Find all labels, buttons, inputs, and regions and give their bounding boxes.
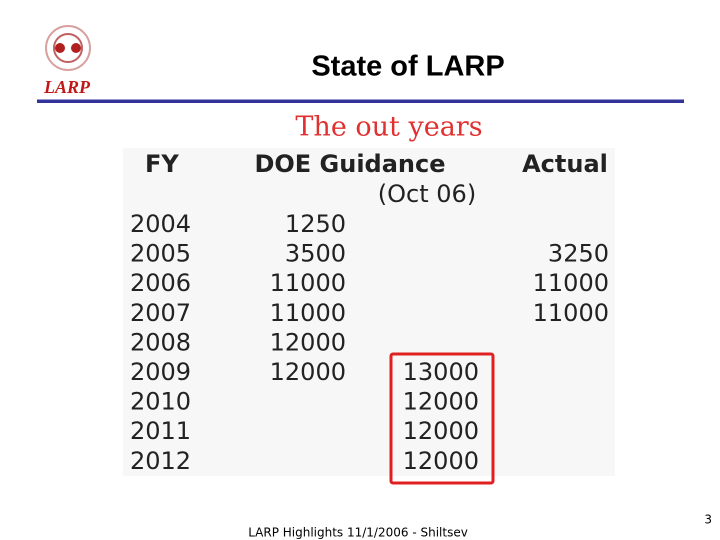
title-rule [37,99,684,103]
table-cell: 2006 [130,269,191,297]
table-cell: 12000 [270,358,346,386]
logo-dot [55,43,65,53]
table-cell: 12000 [270,328,346,356]
logo: LARP [43,25,91,97]
highlight-box [389,352,495,485]
column-header: DOE Guidance [254,150,445,178]
table-cell: 2011 [130,417,191,445]
logo-ring [45,25,91,71]
table-background [123,148,615,476]
table-cell: 11000 [270,269,346,297]
table-cell: 1250 [285,210,346,238]
table-cell: 11000 [270,299,346,327]
column-header: Actual [522,150,608,178]
page-number: 3 [704,513,712,527]
footer-text: LARP Highlights 11/1/2006 - Shiltsev [248,526,468,540]
slide-title: State of LARP [311,51,504,83]
table-cell: 11000 [533,299,609,327]
table-cell: 12000 [403,447,479,475]
table-cell: 12000 [403,417,479,445]
table-cell: 2009 [130,358,191,386]
logo-dot [71,43,81,53]
table-cell: 2004 [130,210,191,238]
table-cell: 2007 [130,299,191,327]
subtitle: The out years [295,112,482,143]
table-cell: 2008 [130,328,191,356]
table-cell: 2005 [130,240,191,268]
table-cell: 3500 [285,240,346,268]
logo-text: LARP [43,77,91,97]
table-cell: 12000 [403,388,479,416]
logo-ring [53,33,83,63]
table-cell: 2010 [130,388,191,416]
column-note: (Oct 06) [378,180,476,208]
table: FY DOE Guidance Actual (Oct 06) 2004 1250 2005… [130,150,609,475]
table-cell: 2012 [130,447,191,475]
column-header: FY [145,150,179,178]
table-cell: 3250 [548,240,609,268]
table-cell: 11000 [533,269,609,297]
table-cell: 13000 [403,358,479,386]
